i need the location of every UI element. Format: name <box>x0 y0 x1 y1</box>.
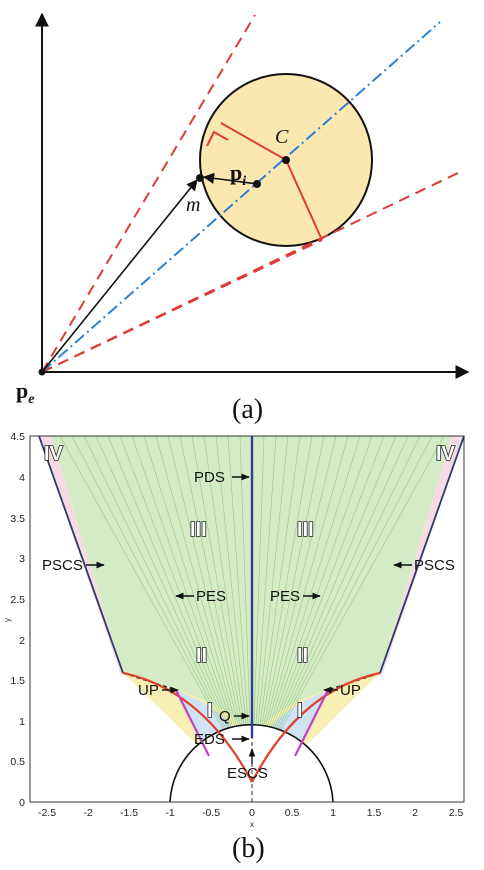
tag-q: Q <box>219 708 231 725</box>
panel-a: C pi m pe (a) <box>16 12 470 425</box>
y-tick: 0.5 <box>10 756 25 768</box>
region-label-ii-left: II <box>196 645 207 667</box>
y-tick: 2 <box>19 635 25 647</box>
radius-lines <box>206 122 323 241</box>
tag-up-left: UP <box>138 682 159 699</box>
tag-pscs-right: PSCS <box>414 557 455 574</box>
y-tick: 4 <box>19 472 25 484</box>
tag-eds: EDS <box>194 731 225 748</box>
y-tick-labels: 0 0.5 1 1.5 2 2.5 3 3.5 4 4.5 <box>10 431 25 809</box>
y-tick: 4.5 <box>10 431 25 443</box>
x-tick: -2.5 <box>38 807 56 819</box>
panel-b: -2.5 -2 -1.5 -1 -0.5 0 0.5 1 1.5 2 2.5 0… <box>3 431 465 864</box>
x-tick: -2 <box>83 807 92 819</box>
x-tick: 1 <box>330 807 336 819</box>
x-tick-labels: -2.5 -2 -1.5 -1 -0.5 0 0.5 1 1.5 2 2.5 <box>38 807 463 819</box>
region-ii-left <box>123 673 252 782</box>
caption-b: (b) <box>232 833 265 864</box>
region-label-iii-left: III <box>190 519 207 541</box>
x-tick: -1.5 <box>120 807 138 819</box>
region-label-iv-right: IV <box>436 443 456 465</box>
label-pi: pi <box>230 160 246 189</box>
x-tick: -0.5 <box>202 807 220 819</box>
point-m <box>196 174 204 182</box>
region-label-iii-right: III <box>297 519 314 541</box>
region-label-i-left: I <box>207 700 213 722</box>
axes-a <box>35 12 470 379</box>
vector-pi-m <box>202 172 258 185</box>
x-tick: 1.5 <box>367 807 382 819</box>
plot-frame-b <box>29 435 465 803</box>
center-point <box>282 156 290 164</box>
tag-pes-left: PES <box>196 588 226 605</box>
y-tick: 3.5 <box>10 513 25 525</box>
tag-pds: PDS <box>194 469 225 486</box>
region-ii-right <box>252 673 380 782</box>
region-label-ii-right: II <box>297 645 308 667</box>
region-label-i-right: I <box>297 700 303 722</box>
x-tick: 0.5 <box>285 807 300 819</box>
x-axis-label: x <box>250 820 254 829</box>
label-c: C <box>275 126 289 148</box>
y-tick: 1.5 <box>10 675 25 687</box>
tag-escs: ESCS <box>227 765 268 782</box>
y-tick: 0 <box>19 797 25 809</box>
y-axis-label: y <box>3 618 12 622</box>
point-pe <box>38 368 46 376</box>
x-tick: -1 <box>165 807 174 819</box>
point-pi <box>253 180 261 188</box>
y-tick: 2.5 <box>10 594 25 606</box>
caption-a: (a) <box>232 394 263 425</box>
up-lines <box>175 689 329 757</box>
vector-pe-m <box>41 179 198 373</box>
tag-pes-right: PES <box>270 588 300 605</box>
center-line <box>41 21 441 373</box>
label-m: m <box>186 194 200 216</box>
label-pe: pe <box>16 378 34 407</box>
tag-pscs-left: PSCS <box>42 557 83 574</box>
x-tick: 2.5 <box>449 807 464 819</box>
tag-up-right: UP <box>340 682 361 699</box>
pes-curves <box>122 671 381 783</box>
region-label-iv-left: IV <box>44 443 64 465</box>
y-tick: 3 <box>19 553 25 565</box>
x-tick: 0 <box>249 807 255 819</box>
pscs-lines <box>38 435 465 674</box>
fan-lines <box>59 435 445 783</box>
x-tick: 2 <box>412 807 418 819</box>
tangent-lines <box>41 14 461 373</box>
y-tick: 1 <box>19 716 25 728</box>
